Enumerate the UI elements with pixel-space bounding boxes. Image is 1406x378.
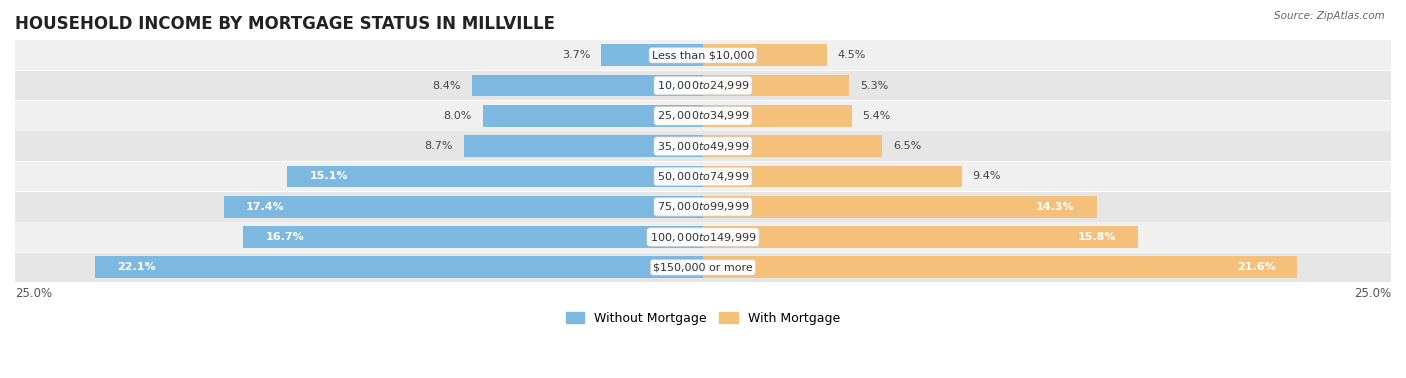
Text: HOUSEHOLD INCOME BY MORTGAGE STATUS IN MILLVILLE: HOUSEHOLD INCOME BY MORTGAGE STATUS IN M… — [15, 15, 555, 33]
Text: 8.4%: 8.4% — [432, 81, 461, 91]
Text: 6.5%: 6.5% — [893, 141, 921, 151]
Bar — [224, 196, 703, 218]
Text: 5.4%: 5.4% — [863, 111, 891, 121]
Bar — [94, 257, 703, 278]
Text: 5.3%: 5.3% — [860, 81, 889, 91]
Text: 25.0%: 25.0% — [1354, 287, 1391, 300]
Bar — [15, 71, 1391, 101]
Bar — [703, 75, 849, 96]
Bar — [482, 105, 703, 127]
Text: 8.0%: 8.0% — [443, 111, 472, 121]
Text: $150,000 or more: $150,000 or more — [654, 262, 752, 273]
Bar — [703, 196, 1097, 218]
Text: 9.4%: 9.4% — [973, 172, 1001, 181]
Text: 14.3%: 14.3% — [1036, 202, 1074, 212]
Bar — [602, 44, 703, 66]
Bar — [464, 135, 703, 157]
Bar — [15, 101, 1391, 131]
Bar — [703, 44, 827, 66]
Text: $35,000 to $49,999: $35,000 to $49,999 — [657, 140, 749, 153]
Bar — [15, 40, 1391, 70]
Text: $50,000 to $74,999: $50,000 to $74,999 — [657, 170, 749, 183]
Bar — [243, 226, 703, 248]
Bar — [15, 192, 1391, 222]
Text: $10,000 to $24,999: $10,000 to $24,999 — [657, 79, 749, 92]
Text: $75,000 to $99,999: $75,000 to $99,999 — [657, 200, 749, 213]
Text: 17.4%: 17.4% — [246, 202, 285, 212]
Text: 25.0%: 25.0% — [15, 287, 52, 300]
Text: Less than $10,000: Less than $10,000 — [652, 50, 754, 60]
Text: 15.1%: 15.1% — [309, 172, 347, 181]
Bar — [15, 162, 1391, 191]
Legend: Without Mortgage, With Mortgage: Without Mortgage, With Mortgage — [561, 307, 845, 330]
Bar — [703, 166, 962, 187]
Text: 22.1%: 22.1% — [117, 262, 156, 273]
Text: 4.5%: 4.5% — [838, 50, 866, 60]
Text: 16.7%: 16.7% — [266, 232, 304, 242]
Bar — [287, 166, 703, 187]
Text: 8.7%: 8.7% — [425, 141, 453, 151]
Bar — [703, 226, 1137, 248]
Bar — [15, 131, 1391, 161]
Text: $100,000 to $149,999: $100,000 to $149,999 — [650, 231, 756, 243]
Text: 3.7%: 3.7% — [562, 50, 591, 60]
Text: $25,000 to $34,999: $25,000 to $34,999 — [657, 109, 749, 122]
Bar — [472, 75, 703, 96]
Bar — [703, 105, 852, 127]
Bar — [15, 253, 1391, 282]
Text: Source: ZipAtlas.com: Source: ZipAtlas.com — [1274, 11, 1385, 21]
Text: 15.8%: 15.8% — [1077, 232, 1116, 242]
Bar — [703, 257, 1298, 278]
Bar — [15, 222, 1391, 252]
Text: 21.6%: 21.6% — [1237, 262, 1275, 273]
Bar — [703, 135, 882, 157]
